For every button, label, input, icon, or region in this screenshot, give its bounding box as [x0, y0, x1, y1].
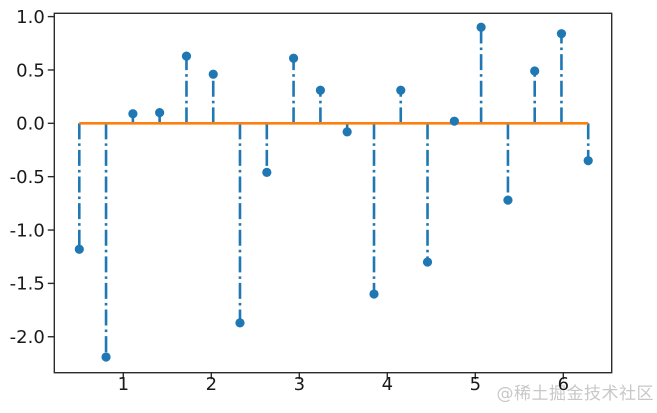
x-tick-label: 6: [558, 374, 569, 395]
x-tick-label: 4: [382, 374, 393, 395]
stem-marker: [396, 85, 406, 95]
y-tick-label: 0.0: [16, 114, 45, 135]
stem-marker: [503, 195, 513, 205]
stem-marker: [155, 108, 165, 118]
stem-marker: [208, 69, 218, 79]
y-tick-label: 0.5: [16, 60, 45, 81]
stem-marker: [235, 318, 245, 328]
stem-marker: [288, 53, 299, 63]
stem-marker: [128, 109, 138, 119]
x-tick-label: 5: [470, 374, 481, 395]
stem-marker: [315, 85, 326, 95]
y-tick-label: -0.5: [10, 167, 45, 188]
stem-marker: [422, 257, 433, 267]
watermark-text: @稀土掘金技术社区: [496, 384, 654, 404]
x-tick-label: 2: [206, 374, 217, 395]
stem-marker: [101, 352, 111, 362]
stem-marker: [342, 127, 352, 137]
stem-marker: [530, 66, 540, 76]
stem-marker: [74, 244, 84, 254]
stem-marker: [262, 167, 272, 178]
stem-marker: [369, 289, 379, 299]
y-tick-label: -1.0: [10, 220, 45, 241]
stem-marker: [449, 116, 459, 126]
stem-marker: [556, 29, 567, 39]
stem-marker: [583, 156, 593, 166]
y-tick-label: -1.5: [10, 274, 45, 295]
y-tick-label: 1.0: [16, 7, 45, 28]
x-tick-label: 1: [118, 374, 129, 395]
stem-marker: [181, 51, 192, 61]
axes-frame: [53, 12, 613, 374]
x-tick-label: 3: [294, 374, 305, 395]
stem-marker: [476, 22, 486, 32]
y-tick-label: -2.0: [10, 327, 45, 348]
